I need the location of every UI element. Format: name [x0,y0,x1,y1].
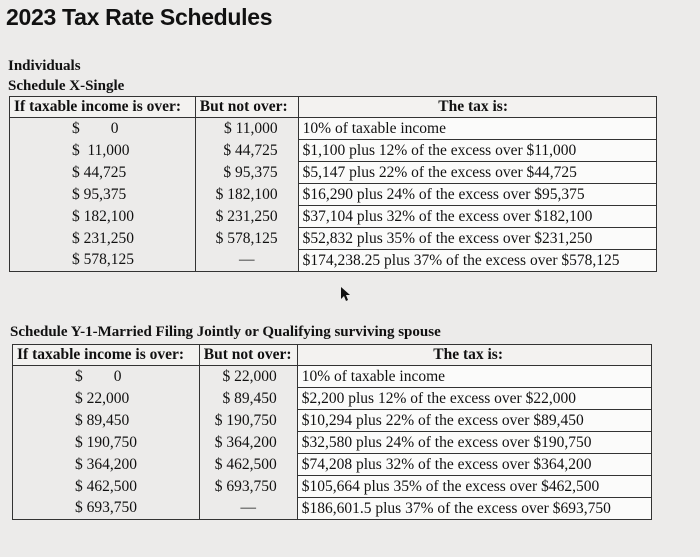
cell-not-over: $ 11,000 [195,117,299,140]
cell-tax: $2,200 plus 12% of the excess over $22,0… [296,387,653,410]
cell-not-over: $ 231,250 [195,205,299,228]
table-row: $ 95,375 $ 182,100 $16,290 plus 24% of the… [9,183,658,206]
cell-over: $ 0 [9,117,196,140]
cell-tax: $32,580 plus 24% of the excess over $190… [296,431,653,454]
cell-not-over: $ 462,500 [199,453,298,476]
table-row: $ 11,000 $ 44,725 $1,100 plus 12% of the e… [9,139,658,162]
header-not-over: But not over: [194,96,299,118]
table-row: $ 182,100 $ 231,250 $37,104 plus 32% of th… [9,205,658,228]
cell-tax: $174,238.25 plus 37% of the excess over … [297,249,658,272]
schedule-x-title: Schedule X-Single [8,78,125,94]
mouse-cursor-icon [341,287,350,301]
cell-not-over: — [199,497,298,520]
cell-over: $ 231,250 [9,227,196,250]
cell-tax: $105,664 plus 35% of the excess over $46… [296,475,653,498]
table-row: $ 0 $ 11,000 10% of taxable income [9,117,658,140]
header-tax: The tax is: [296,344,653,366]
table-row: $ 462,500 $ 693,750 $105,664 plus 35% of t… [12,475,653,498]
header-over: If taxable income is over: [9,96,196,118]
table-row: $ 44,725 $ 95,375 $5,147 plus 22% of the e… [9,161,658,184]
table-row: $ 190,750 $ 364,200 $32,580 plus 24% of th… [12,431,653,454]
cell-tax: 10% of taxable income [296,365,653,388]
table-row: $ 693,750— $186,601.5 plus 37% of the exc… [12,497,653,520]
cell-over: $ 364,200 [12,453,200,476]
cell-not-over: $ 578,125 [195,227,299,250]
cell-tax: $5,147 plus 22% of the excess over $44,7… [297,161,658,184]
section-label: Individuals [8,58,81,74]
table-row: $ 0 $ 22,000 10% of taxable income [12,365,653,388]
cell-over: $ 578,125 [9,249,196,272]
cell-tax: $1,100 plus 12% of the excess over $11,0… [297,139,658,162]
cell-not-over: $ 22,000 [199,365,298,388]
cell-tax: $52,832 plus 35% of the excess over $231… [297,227,658,250]
table-header-row: If taxable income is over: But not over:… [12,344,653,366]
cell-tax: $37,104 plus 32% of the excess over $182… [297,205,658,228]
cell-over: $ 95,375 [9,183,196,206]
cell-not-over: $ 44,725 [195,139,299,162]
cell-over: $ 11,000 [9,139,196,162]
header-over: If taxable income is over: [12,344,200,366]
table-row: $ 364,200 $ 462,500 $74,208 plus 32% of th… [12,453,653,476]
cell-not-over: $ 182,100 [195,183,299,206]
header-not-over: But not over: [198,344,298,366]
table-row: $ 89,450 $ 190,750 $10,294 plus 22% of the… [12,409,653,432]
cell-over: $ 44,725 [9,161,196,184]
table-row: $ 22,000 $ 89,450 $2,200 plus 12% of the e… [12,387,653,410]
page-title: 2023 Tax Rate Schedules [6,4,273,30]
table-header-row: If taxable income is over: But not over:… [9,96,658,118]
cell-not-over: — [195,249,299,272]
cell-not-over: $ 693,750 [199,475,298,498]
cell-over: $ 22,000 [12,387,200,410]
cell-over: $ 89,450 [12,409,200,432]
cell-over: $ 693,750 [12,497,200,520]
cell-not-over: $ 190,750 [199,409,298,432]
schedule-y1-title: Schedule Y-1-Married Filing Jointly or Q… [10,324,441,340]
cell-over: $ 190,750 [12,431,200,454]
schedule-x-table: If taxable income is over: But not over:… [9,96,658,272]
schedule-y1-table: If taxable income is over: But not over:… [12,344,653,520]
cell-tax: $74,208 plus 32% of the excess over $364… [296,453,653,476]
cell-over: $ 0 [12,365,200,388]
cell-tax: $186,601.5 plus 37% of the excess over $… [296,497,653,520]
cell-not-over: $ 89,450 [199,387,298,410]
cell-not-over: $ 364,200 [199,431,298,454]
cell-tax: $16,290 plus 24% of the excess over $95,… [297,183,658,206]
cell-tax: $10,294 plus 22% of the excess over $89,… [296,409,653,432]
cell-not-over: $ 95,375 [195,161,299,184]
cell-tax: 10% of taxable income [297,117,658,140]
table-row: $ 578,125— $174,238.25 plus 37% of the ex… [9,249,658,272]
cell-over: $ 462,500 [12,475,200,498]
table-row: $ 231,250 $ 578,125 $52,832 plus 35% of th… [9,227,658,250]
cell-over: $ 182,100 [9,205,196,228]
header-tax: The tax is: [297,96,658,118]
